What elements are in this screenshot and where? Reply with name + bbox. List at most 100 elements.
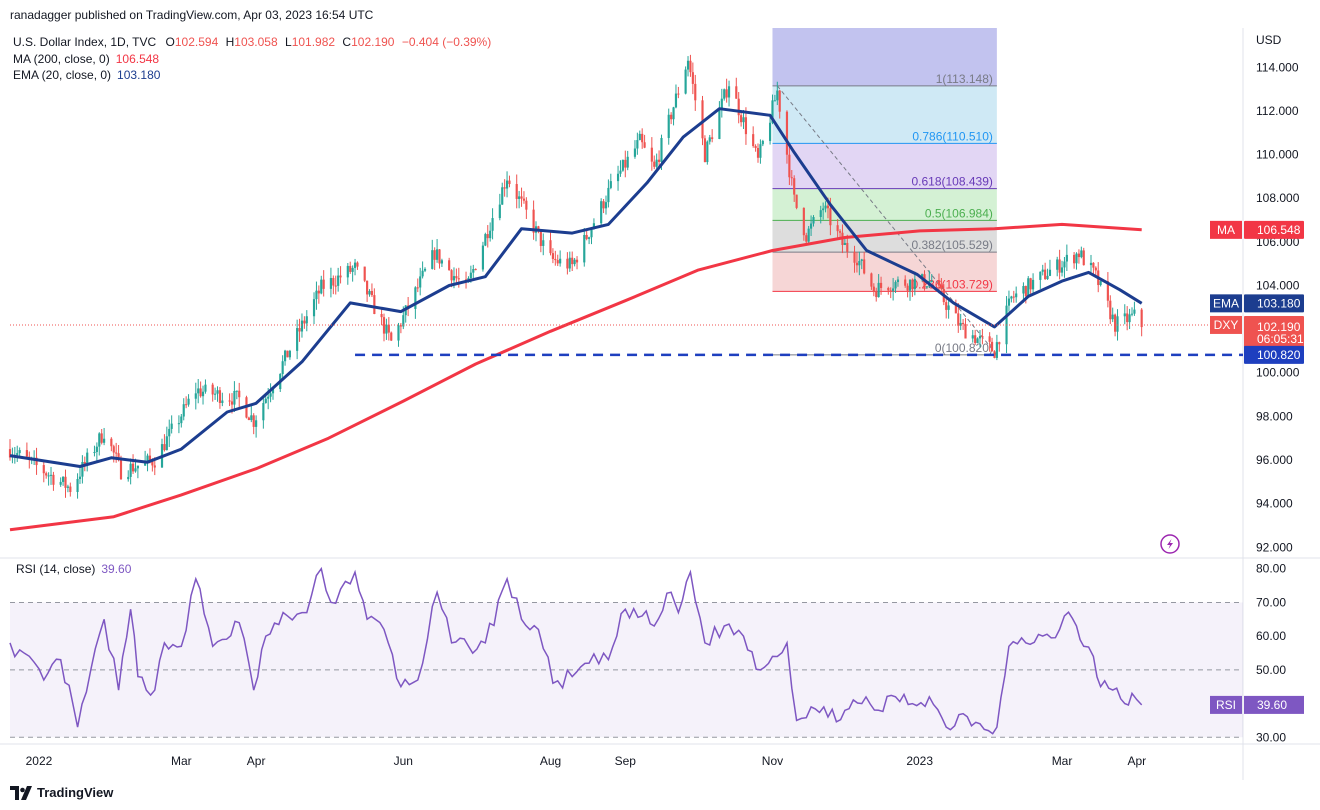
ema-price-tag-value: 103.180 <box>1257 296 1301 310</box>
candle-body <box>230 401 234 405</box>
candle-body <box>486 234 489 239</box>
candle-body <box>1123 313 1126 317</box>
fib-trend-line <box>776 85 998 356</box>
candle-body <box>590 228 593 238</box>
candle-body <box>298 328 301 332</box>
candle-body <box>643 142 646 148</box>
candle-body <box>1039 271 1042 280</box>
candle-body <box>875 292 878 298</box>
candle-body <box>735 86 738 99</box>
candle-body <box>829 208 832 226</box>
y-tick-label: 92.000 <box>1256 540 1293 554</box>
candle-body <box>998 342 1001 345</box>
candle-body <box>370 290 374 296</box>
lightning-icon[interactable] <box>1160 534 1180 554</box>
candle-body <box>136 465 139 469</box>
tradingview-brand: TradingView <box>37 785 114 800</box>
candle-body <box>742 117 745 123</box>
candle-body <box>1063 261 1066 268</box>
candle-body <box>602 201 605 209</box>
candle-body <box>518 196 521 199</box>
candle-body <box>520 196 523 199</box>
candle-body <box>838 231 842 233</box>
candle-body <box>1010 296 1013 299</box>
y-tick-label: 112.000 <box>1256 104 1299 118</box>
candle-body <box>810 223 813 229</box>
x-tick-label: Apr <box>1127 754 1146 768</box>
candle-body <box>1044 269 1047 280</box>
candle-body <box>773 100 776 102</box>
candle-body <box>911 279 914 290</box>
candle-body <box>836 225 839 232</box>
candle-body <box>1073 254 1076 264</box>
candle-body <box>353 262 357 268</box>
y-tick-label: 100.000 <box>1256 366 1300 380</box>
candle-body <box>860 259 863 261</box>
candle-body <box>481 245 485 270</box>
candle-body <box>689 60 692 73</box>
candle-body <box>993 351 996 358</box>
rsi-value-tag-bg <box>1244 695 1304 714</box>
candle-body <box>1111 314 1114 320</box>
candle-body <box>233 390 236 405</box>
candle-body <box>385 324 388 334</box>
symbol-side-tag-bg <box>1210 315 1242 334</box>
candle-body <box>134 468 137 472</box>
candle-body <box>368 290 371 295</box>
candle-body <box>1109 300 1112 320</box>
candle-body <box>1116 316 1119 332</box>
candle-body <box>351 267 354 272</box>
candle-body <box>423 268 427 271</box>
candle-body <box>117 453 120 459</box>
last-price-tag-countdown: 06:05:31 <box>1257 332 1304 346</box>
candle-body <box>1094 267 1097 271</box>
price-chart[interactable]: 1(113.148) 0.786(110.510) 0.618(108.439) 0.… <box>0 28 1320 780</box>
candle-body <box>218 390 222 403</box>
candle-body <box>633 148 637 157</box>
candle-body <box>262 403 265 421</box>
candle-body <box>708 137 711 142</box>
candle-body <box>286 350 289 358</box>
candle-body <box>624 159 627 168</box>
candle-body <box>414 287 417 309</box>
candle-body <box>1080 250 1083 258</box>
candle-body <box>793 178 796 195</box>
candle-body <box>1007 298 1011 306</box>
candle-body <box>491 218 494 231</box>
candle-body <box>489 230 492 239</box>
candle-body <box>863 259 866 274</box>
symbol-side-tag: DXY <box>1214 318 1239 332</box>
candle-body <box>419 276 422 288</box>
candle-body <box>701 100 704 139</box>
fibonacci-retracement[interactable]: 1(113.148) 0.786(110.510) 0.618(108.439) 0.… <box>772 28 998 356</box>
candle-body <box>554 258 557 261</box>
candle-body <box>655 159 658 167</box>
candle-body <box>723 89 726 99</box>
fib-level-label: 0.5(106.984) <box>925 206 993 220</box>
candle-body <box>1092 262 1095 268</box>
candle-body <box>438 249 441 264</box>
candle-body <box>691 72 694 84</box>
candle-body <box>877 282 880 298</box>
candle-body <box>201 391 205 397</box>
tradingview-logo[interactable]: TradingView <box>10 785 113 800</box>
candle-body <box>170 423 173 429</box>
rsi-tick-label: 60.00 <box>1256 629 1286 643</box>
candle-body <box>1012 296 1015 298</box>
candle-body <box>1130 313 1134 315</box>
candle-body <box>1024 286 1027 297</box>
candle-body <box>1133 309 1136 314</box>
candle-body <box>995 342 998 358</box>
candle-body <box>971 335 974 339</box>
candle-body <box>802 207 805 236</box>
candle-body <box>503 187 506 189</box>
candle-body <box>119 458 123 480</box>
candle-body <box>296 328 299 351</box>
candle-body <box>737 98 740 116</box>
candle-body <box>129 463 132 477</box>
candle-body <box>846 242 849 252</box>
candle-body <box>790 177 793 179</box>
candle-body <box>81 462 84 477</box>
